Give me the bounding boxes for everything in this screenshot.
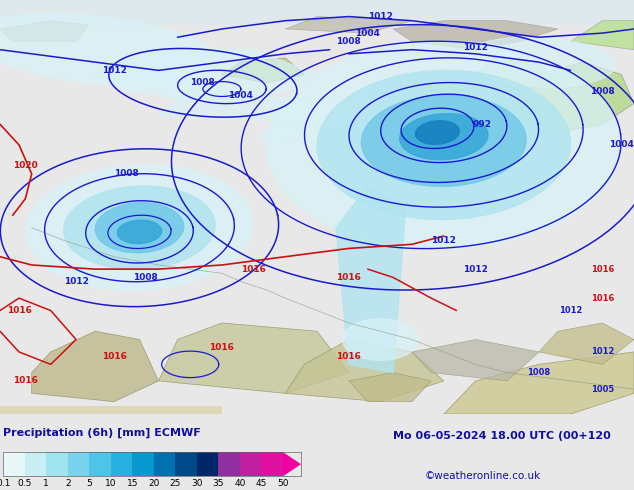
Bar <box>197 452 218 476</box>
Text: 1012: 1012 <box>591 347 614 356</box>
Polygon shape <box>266 41 621 248</box>
Text: 30: 30 <box>191 479 202 489</box>
Text: 1016: 1016 <box>591 294 614 303</box>
Text: 1008: 1008 <box>590 87 615 96</box>
Text: 35: 35 <box>212 479 224 489</box>
Bar <box>3 452 301 476</box>
Polygon shape <box>415 121 460 145</box>
Polygon shape <box>0 21 89 41</box>
Polygon shape <box>26 165 253 290</box>
Text: 1004: 1004 <box>609 141 634 149</box>
Polygon shape <box>342 319 418 360</box>
Text: 1012: 1012 <box>431 236 456 245</box>
Polygon shape <box>571 21 634 49</box>
Text: 1008: 1008 <box>114 170 139 178</box>
Polygon shape <box>285 340 444 402</box>
Text: 1004: 1004 <box>228 91 254 100</box>
Polygon shape <box>32 331 158 402</box>
Text: 20: 20 <box>148 479 159 489</box>
Text: 1016: 1016 <box>209 343 235 352</box>
Text: 0.5: 0.5 <box>18 479 32 489</box>
Polygon shape <box>463 37 615 87</box>
Bar <box>261 452 283 476</box>
Text: 1016: 1016 <box>6 306 32 315</box>
Text: 45: 45 <box>256 479 267 489</box>
Polygon shape <box>361 95 526 186</box>
Text: 1008: 1008 <box>190 78 216 87</box>
Polygon shape <box>0 406 222 414</box>
Text: 1008: 1008 <box>527 368 550 377</box>
Text: 1012: 1012 <box>63 277 89 286</box>
Text: 50: 50 <box>277 479 288 489</box>
Polygon shape <box>399 114 488 160</box>
Polygon shape <box>0 14 220 85</box>
Polygon shape <box>393 21 558 49</box>
Bar <box>175 452 197 476</box>
Text: 1016: 1016 <box>101 352 127 361</box>
Polygon shape <box>476 58 558 91</box>
Bar <box>240 452 261 476</box>
Bar <box>68 452 89 476</box>
Text: 1020: 1020 <box>13 161 38 170</box>
Polygon shape <box>336 186 406 372</box>
Text: 5: 5 <box>86 479 92 489</box>
Text: 2: 2 <box>65 479 70 489</box>
Text: 1012: 1012 <box>368 12 393 21</box>
Polygon shape <box>261 123 309 142</box>
Polygon shape <box>539 323 634 365</box>
Polygon shape <box>64 186 215 270</box>
Polygon shape <box>117 220 162 244</box>
Text: 1005: 1005 <box>591 385 614 393</box>
Text: 25: 25 <box>169 479 181 489</box>
Text: 1008: 1008 <box>133 273 158 282</box>
Text: 1012: 1012 <box>559 306 582 315</box>
Text: 1016: 1016 <box>336 273 361 282</box>
Polygon shape <box>495 62 634 132</box>
Bar <box>46 452 68 476</box>
Polygon shape <box>222 58 304 83</box>
Text: 1016: 1016 <box>336 352 361 361</box>
Text: ©weatheronline.co.uk: ©weatheronline.co.uk <box>425 471 541 481</box>
Polygon shape <box>349 372 431 402</box>
Polygon shape <box>158 323 349 393</box>
Text: 1012: 1012 <box>463 43 488 52</box>
Bar <box>111 452 133 476</box>
Bar <box>25 452 46 476</box>
Polygon shape <box>95 49 317 103</box>
Text: Mo 06-05-2024 18.00 UTC (00+120: Mo 06-05-2024 18.00 UTC (00+120 <box>393 431 611 441</box>
Polygon shape <box>444 352 634 414</box>
Text: 1016: 1016 <box>13 376 38 386</box>
Bar <box>3 452 25 476</box>
Text: 992: 992 <box>472 120 491 129</box>
Polygon shape <box>0 0 634 25</box>
Polygon shape <box>412 340 539 381</box>
Text: 40: 40 <box>234 479 245 489</box>
Text: 1012: 1012 <box>101 66 127 75</box>
Text: 15: 15 <box>127 479 138 489</box>
Polygon shape <box>95 203 184 253</box>
Bar <box>153 452 175 476</box>
Text: 1: 1 <box>43 479 49 489</box>
Text: 1008: 1008 <box>336 37 361 46</box>
Polygon shape <box>158 91 368 124</box>
Text: 1016: 1016 <box>591 265 614 273</box>
Polygon shape <box>285 17 412 33</box>
Text: 10: 10 <box>105 479 117 489</box>
Bar <box>133 452 153 476</box>
Text: Precipitation (6h) [mm] ECMWF: Precipitation (6h) [mm] ECMWF <box>3 428 201 438</box>
Text: 1012: 1012 <box>463 265 488 273</box>
Polygon shape <box>317 71 571 220</box>
Text: 1004: 1004 <box>355 28 380 38</box>
Text: 0.1: 0.1 <box>0 479 10 489</box>
Text: 1016: 1016 <box>241 265 266 273</box>
Polygon shape <box>283 452 301 476</box>
Bar <box>218 452 240 476</box>
Bar <box>89 452 111 476</box>
